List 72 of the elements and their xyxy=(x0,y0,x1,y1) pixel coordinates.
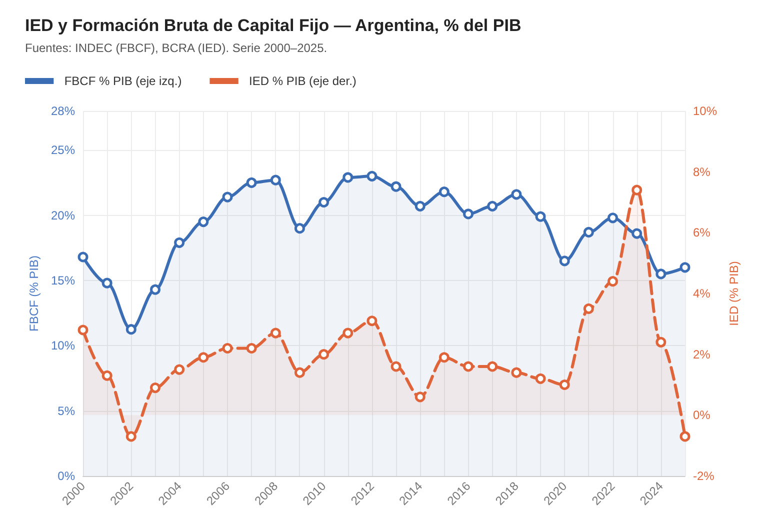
point xyxy=(511,189,522,200)
point xyxy=(342,172,354,183)
chart-subtitle: Fuentes: INDEC (FBCF), BCRA (IED). Serie 2000–2025. xyxy=(25,41,328,55)
point xyxy=(174,237,185,248)
point xyxy=(656,268,666,280)
point xyxy=(150,382,160,394)
y2-tick-label: 6% xyxy=(693,226,711,240)
y2-tick-label: 10% xyxy=(693,104,718,118)
point xyxy=(583,226,594,238)
y-tick-label: 25% xyxy=(50,143,76,158)
y-axis-title: FBCF (% PIB) xyxy=(27,255,42,332)
point xyxy=(414,392,426,402)
chart-title: IED y Formación Bruta de Capital Fijo — Argentina, % del PIB xyxy=(25,16,522,35)
point xyxy=(222,192,233,202)
point xyxy=(559,256,570,266)
point xyxy=(438,352,450,363)
point xyxy=(150,284,160,295)
point xyxy=(102,370,112,381)
y-tick-label: 28% xyxy=(50,104,76,118)
point xyxy=(632,228,642,239)
point xyxy=(294,223,305,234)
point xyxy=(463,361,474,372)
y2-tick-label: 2% xyxy=(693,347,711,362)
point xyxy=(222,343,233,354)
point xyxy=(535,211,546,222)
point xyxy=(246,177,257,188)
legend-label: FBCF % PIB (eje izq.) xyxy=(64,74,182,88)
y2-axis-title: IED (% PIB) xyxy=(726,261,741,326)
point xyxy=(366,316,378,326)
point xyxy=(511,367,522,378)
y2-tick-label: 8% xyxy=(693,164,711,179)
point xyxy=(318,197,330,208)
point xyxy=(535,373,546,384)
point xyxy=(559,380,570,390)
legend-label: IED % PIB (eje der.) xyxy=(249,74,356,88)
point xyxy=(487,361,498,372)
y-tick-label: 0% xyxy=(58,469,76,483)
y-tick-label: 5% xyxy=(58,404,76,418)
y2-tick-label: -2% xyxy=(693,469,715,483)
point xyxy=(342,328,354,338)
point xyxy=(463,208,474,220)
point xyxy=(270,328,281,338)
point xyxy=(246,343,257,354)
point xyxy=(583,303,594,314)
y-tick-label: 10% xyxy=(50,338,76,353)
point xyxy=(656,336,666,348)
point xyxy=(78,252,88,262)
point xyxy=(126,324,136,335)
point xyxy=(608,276,618,287)
point xyxy=(680,262,690,273)
y2-tick-label: 4% xyxy=(693,286,711,300)
point xyxy=(198,352,209,363)
point xyxy=(414,200,426,212)
point xyxy=(318,349,330,360)
point xyxy=(270,174,281,186)
point xyxy=(438,186,450,198)
point xyxy=(102,278,112,288)
point xyxy=(608,212,618,224)
point xyxy=(487,200,498,212)
point xyxy=(390,181,402,192)
point xyxy=(632,184,642,196)
point xyxy=(198,216,209,228)
point xyxy=(294,367,305,378)
point xyxy=(366,170,378,182)
y2-tick-label: 0% xyxy=(693,408,711,422)
point xyxy=(680,431,690,442)
point xyxy=(78,324,88,336)
y-tick-label: 15% xyxy=(50,273,76,288)
point xyxy=(390,361,402,372)
y-tick-label: 20% xyxy=(50,208,76,222)
point xyxy=(174,364,185,375)
point xyxy=(126,431,136,442)
